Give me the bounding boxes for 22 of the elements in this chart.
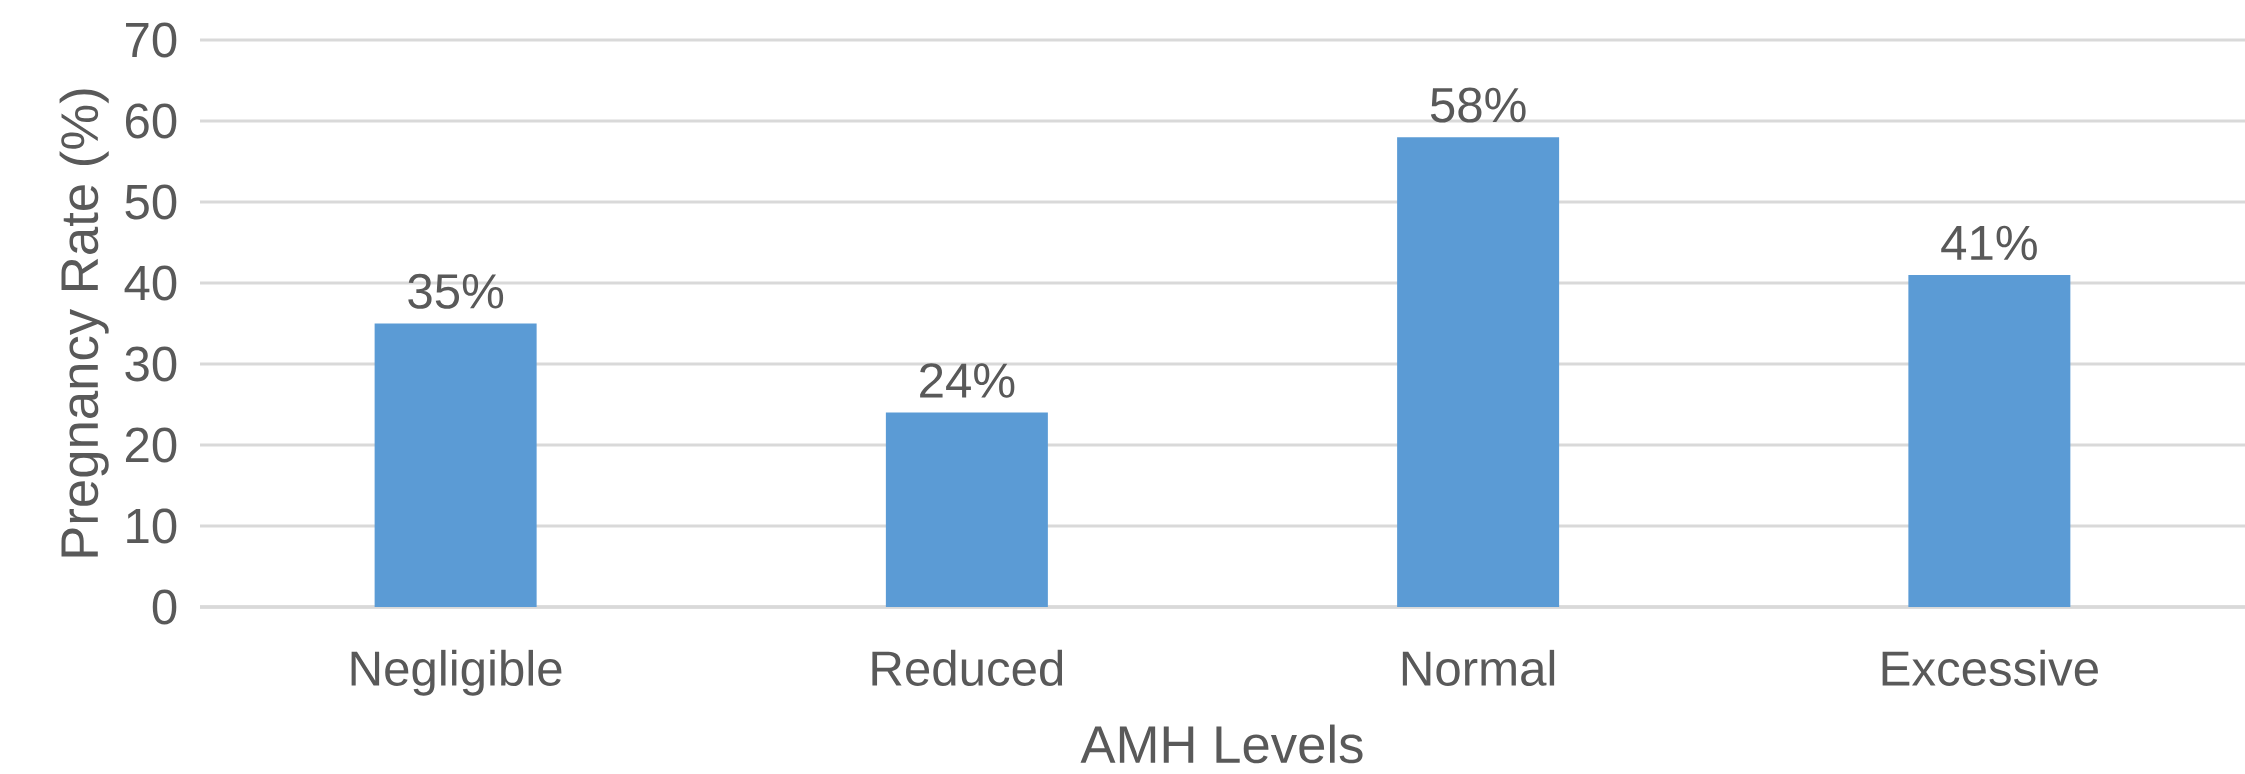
data-label: 41% (1941, 225, 2037, 261)
bar (1908, 274, 2071, 607)
y-tick-label: 40 (124, 265, 177, 301)
x-tick-label: Normal (1402, 649, 1555, 687)
y-tick-label: 70 (126, 22, 177, 58)
data-label: 24% (920, 363, 1015, 398)
data-label: 58% (1430, 87, 1526, 123)
y-tick-label: 50 (125, 184, 177, 220)
data-label: 35% (408, 273, 504, 309)
y-tick-label: 20 (125, 427, 177, 463)
x-tick-label: Excessive (1882, 649, 2098, 687)
y-tick-label: 0 (152, 589, 177, 625)
x-axis-title: AMH Levels (1080, 724, 1363, 764)
x-tick-label: Reduced (872, 649, 1063, 687)
bar (885, 412, 1048, 607)
y-tick-label: 60 (125, 103, 177, 139)
y-axis-title: Pregnancy Rate (%) (59, 89, 109, 557)
bar (1397, 137, 1560, 607)
y-tick-label: 30 (125, 346, 177, 382)
bar (374, 323, 537, 607)
x-tick-label: Negligible (351, 649, 562, 696)
y-tick-label: 10 (127, 508, 177, 544)
